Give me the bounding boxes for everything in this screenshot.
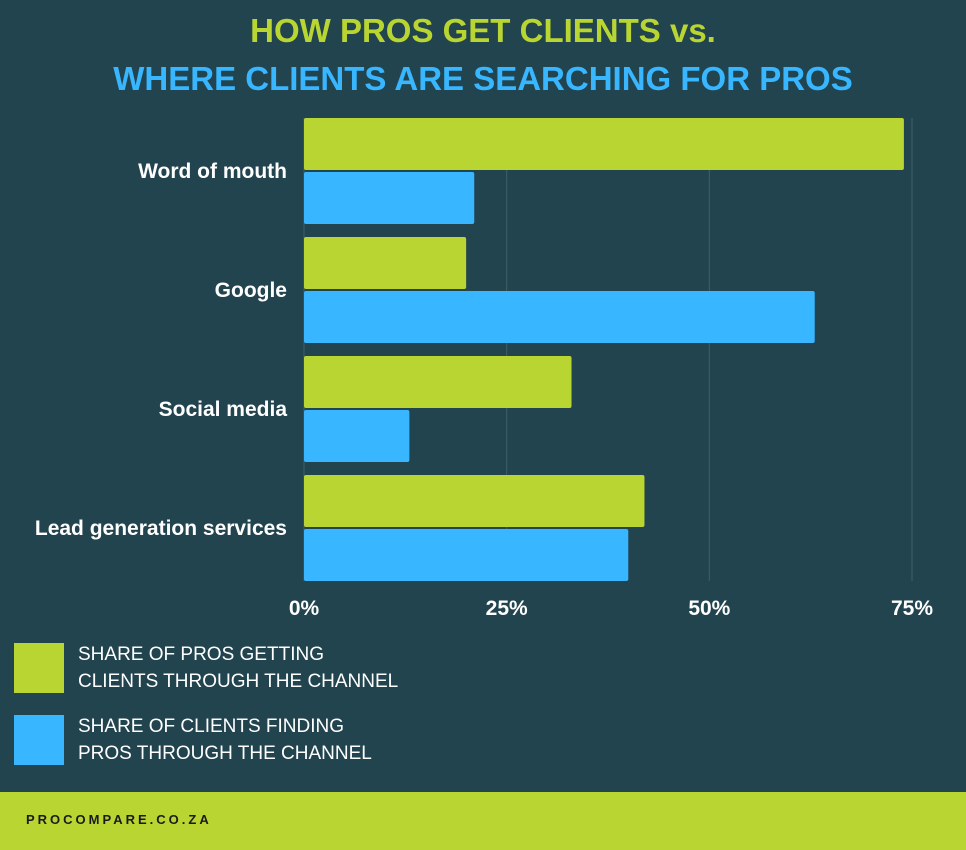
bar-clients: [304, 529, 629, 581]
legend-swatch-green: [14, 643, 64, 693]
bar-pros: [304, 237, 467, 289]
x-tick-label: 25%: [486, 597, 528, 620]
legend-line: PROS THROUGH THE CHANNEL: [78, 743, 372, 764]
bar-pros: [304, 475, 645, 527]
bar-clients: [304, 410, 410, 462]
footer-site-link[interactable]: PROCOMPARE.CO.ZA: [26, 812, 212, 827]
bar-clients: [304, 172, 475, 224]
bar-pros: [304, 356, 572, 408]
x-tick-label: 0%: [289, 597, 320, 620]
category-label: Google: [215, 279, 287, 302]
footer-bar: PROCOMPARE.CO.ZA: [0, 792, 966, 850]
legend-swatch-blue: [14, 715, 64, 765]
legend-line: SHARE OF PROS GETTING: [78, 644, 324, 665]
legend-item-clients: SHARE OF CLIENTS FINDING PROS THROUGH TH…: [14, 713, 418, 767]
chart-title: HOW PROS GET CLIENTS vs.: [250, 12, 716, 49]
legend-line: SHARE OF CLIENTS FINDING: [78, 716, 345, 737]
legend-label: SHARE OF CLIENTS FINDING PROS THROUGH TH…: [78, 713, 418, 767]
bar-pros: [304, 118, 904, 170]
bar-chart: 0% 25% 50% 75% Word of mouth Google Social med…: [35, 118, 933, 620]
category-label: Social media: [159, 398, 288, 421]
x-tick-label: 75%: [891, 597, 933, 620]
x-tick-label: 50%: [688, 597, 730, 620]
bar-clients: [304, 291, 815, 343]
chart-subtitle: WHERE CLIENTS ARE SEARCHING FOR PROS: [113, 60, 853, 97]
legend-item-pros: SHARE OF PROS GETTING CLIENTS THROUGH TH…: [14, 641, 418, 695]
legend-label: SHARE OF PROS GETTING CLIENTS THROUGH TH…: [78, 641, 418, 695]
category-label: Word of mouth: [138, 160, 287, 183]
category-label: Lead generation services: [35, 517, 287, 540]
legend-line: CLIENTS THROUGH THE CHANNEL: [78, 671, 399, 692]
